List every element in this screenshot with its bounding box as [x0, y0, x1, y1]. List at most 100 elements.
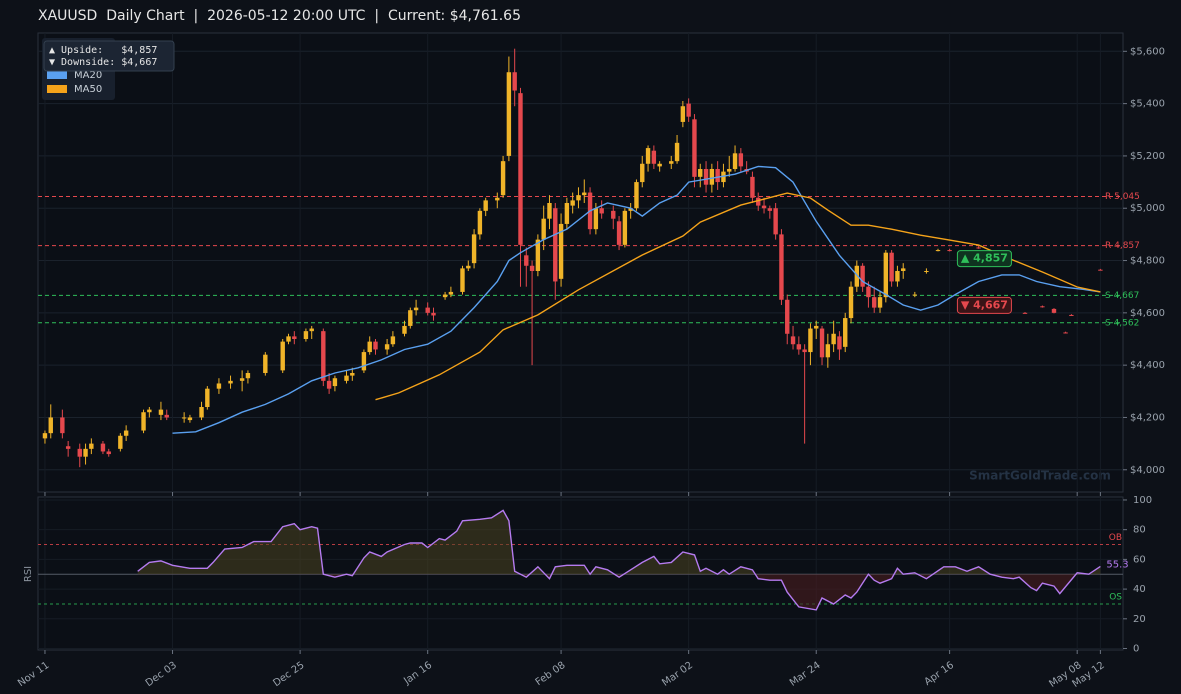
candle-body — [767, 208, 773, 211]
rsi-axis-label: RSI — [23, 566, 34, 582]
candle-body — [947, 250, 952, 252]
candle-body — [547, 203, 552, 219]
candle-body — [442, 294, 448, 298]
legend-label: MA50 — [74, 84, 102, 95]
candle-body — [976, 247, 981, 249]
rsi-area-above — [137, 510, 1101, 574]
ma-line — [172, 165, 1101, 434]
candle-body — [506, 72, 512, 156]
candle-body — [576, 195, 581, 201]
x-tick-label: Jan 16 — [401, 660, 434, 688]
level-label: S 4,667 — [1105, 291, 1139, 301]
candle-body — [471, 234, 477, 264]
candle-body — [651, 150, 657, 164]
candle-body — [680, 106, 686, 122]
y-tick-label: $5,400 — [1130, 99, 1165, 110]
candle-body — [611, 210, 616, 219]
candle-body — [390, 336, 396, 345]
candle-body — [286, 336, 291, 342]
candle-body — [796, 344, 802, 350]
price-panel — [37, 32, 1124, 493]
candle-body — [703, 169, 709, 185]
candle-body — [495, 197, 500, 201]
candle-body — [321, 331, 326, 381]
candle-body — [750, 176, 755, 198]
candle-body — [413, 307, 419, 311]
candle-body — [814, 325, 819, 329]
x-tick-label: Apr 16 — [923, 660, 957, 688]
candle-body — [263, 354, 268, 373]
level-label: OB — [1109, 533, 1122, 543]
candle-body — [570, 200, 575, 206]
candle-body — [431, 312, 436, 316]
marker-box — [956, 250, 1012, 268]
x-tick-label: Mar 24 — [788, 660, 823, 689]
candle-body — [216, 383, 222, 389]
y-tick-label: $4,400 — [1130, 360, 1165, 371]
candle-body — [622, 210, 628, 245]
candle-body — [280, 341, 285, 371]
info-box — [43, 40, 175, 72]
candle-body — [181, 417, 187, 419]
y-tick-label: $4,200 — [1130, 412, 1165, 423]
candle-body — [60, 417, 65, 434]
candle-body — [674, 142, 680, 162]
candle-body — [599, 208, 604, 214]
y-tick-label: $4,800 — [1130, 256, 1165, 267]
candle-body — [83, 448, 88, 457]
candle-body — [524, 255, 529, 266]
candle-body — [373, 341, 378, 350]
candle-body — [686, 103, 691, 117]
candle-body — [483, 200, 488, 211]
candle-body — [500, 161, 506, 196]
candle-body — [692, 119, 697, 177]
candle-body — [89, 443, 94, 449]
candle-body — [332, 378, 338, 387]
candle-body — [779, 234, 784, 300]
candle-body — [367, 341, 372, 353]
candle-body — [715, 169, 720, 183]
y-tick-label: 60 — [1133, 554, 1146, 565]
candle-body — [645, 148, 651, 164]
candle-body — [616, 221, 622, 245]
legend: MA20 MA50 — [47, 70, 102, 95]
candle-body — [761, 205, 767, 209]
y-tick-label: $4,000 — [1130, 465, 1165, 476]
candle-body — [344, 375, 349, 381]
candle-body — [326, 380, 332, 389]
candle-body — [773, 208, 778, 235]
y-tick-label: 40 — [1133, 584, 1146, 595]
candle-body — [1063, 332, 1068, 334]
candle-body — [402, 325, 407, 334]
candle-body — [634, 182, 639, 209]
x-tick-label: Nov 11 — [16, 660, 51, 689]
candle-body — [164, 414, 169, 418]
candle-body — [843, 318, 848, 347]
candle-body — [65, 446, 71, 449]
candle-body — [582, 192, 587, 196]
candle-body — [895, 271, 900, 282]
candle-body — [808, 328, 813, 353]
info-upside: ▲ Upside: $4,857 — [49, 45, 157, 56]
ma-line — [375, 192, 1101, 401]
candle-body — [553, 208, 558, 282]
candle-body — [384, 344, 390, 350]
candle-body — [100, 443, 106, 452]
level-label: R 4,857 — [1105, 241, 1140, 251]
candle-body — [848, 286, 854, 319]
candle-body — [141, 412, 146, 431]
candle-body — [292, 336, 297, 339]
x-tick-label: Dec 03 — [144, 660, 179, 689]
candle-body — [924, 271, 929, 272]
candle-body — [77, 448, 82, 457]
y-tick-label: 0 — [1133, 644, 1139, 655]
candle-body — [657, 163, 662, 167]
candle-body — [935, 250, 941, 252]
candle-body — [541, 218, 546, 240]
candle-body — [738, 153, 744, 167]
candle-body — [535, 239, 541, 271]
candle-body — [785, 299, 790, 334]
candle-body — [303, 331, 309, 339]
